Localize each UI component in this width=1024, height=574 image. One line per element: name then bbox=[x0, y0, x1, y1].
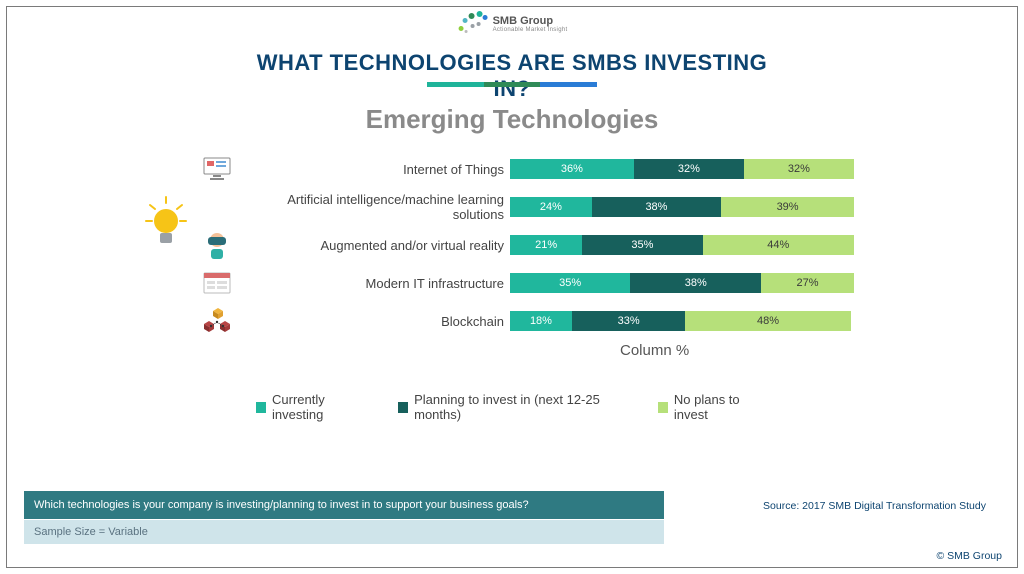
page-title: WHAT TECHNOLOGIES ARE SMBS INVESTING IN? bbox=[256, 50, 768, 102]
copyright: © SMB Group bbox=[936, 550, 1002, 562]
bar-segment-planning: 38% bbox=[630, 273, 761, 293]
bar-segment-noplans: 32% bbox=[744, 159, 854, 179]
bar-segment-planning: 38% bbox=[592, 197, 721, 217]
chart-row: Blockchain18%33%48% bbox=[200, 304, 860, 338]
row-label: Modern IT infrastructure bbox=[238, 276, 510, 291]
chart-row: Artificial intelligence/machine learning… bbox=[200, 190, 860, 224]
blocks-icon bbox=[200, 306, 234, 336]
legend-item: Currently investing bbox=[256, 392, 370, 422]
axis-label: Column % bbox=[620, 342, 689, 359]
title-underline bbox=[427, 82, 597, 87]
bar-segment-currently: 35% bbox=[510, 273, 630, 293]
row-label: Artificial intelligence/machine learning… bbox=[238, 192, 510, 222]
server-icon bbox=[200, 268, 234, 298]
row-bar: 21%35%44% bbox=[510, 235, 854, 255]
chart-legend: Currently investing Planning to invest in… bbox=[256, 392, 768, 422]
chart-row: Augmented and/or virtual reality21%35%44… bbox=[200, 228, 860, 262]
monitor-icon bbox=[200, 154, 234, 184]
bar-segment-currently: 36% bbox=[510, 159, 634, 179]
vr-icon bbox=[200, 230, 234, 260]
chart-row: Internet of Things36%32%32% bbox=[200, 152, 860, 186]
bar-segment-currently: 24% bbox=[510, 197, 592, 217]
bar-segment-noplans: 44% bbox=[703, 235, 854, 255]
chart-row: Modern IT infrastructure35%38%27% bbox=[200, 266, 860, 300]
brand-tagline: Actionable Market Insight bbox=[493, 27, 568, 33]
bar-segment-currently: 21% bbox=[510, 235, 582, 255]
legend-swatch bbox=[256, 402, 266, 413]
question-text: Which technologies is your company is in… bbox=[34, 499, 529, 511]
emerging-tech-chart: Internet of Things36%32%32%Artificial in… bbox=[200, 152, 860, 342]
brand-logo: SMB Group Actionable Market Insight bbox=[457, 10, 568, 38]
bar-segment-noplans: 48% bbox=[685, 311, 850, 331]
bar-segment-noplans: 27% bbox=[761, 273, 854, 293]
subtitle: Emerging Technologies bbox=[366, 104, 659, 135]
row-bar: 35%38%27% bbox=[510, 273, 854, 293]
lightbulb-icon bbox=[144, 195, 188, 249]
row-label: Augmented and/or virtual reality bbox=[238, 238, 510, 253]
row-bar: 36%32%32% bbox=[510, 159, 854, 179]
legend-swatch bbox=[658, 402, 668, 413]
row-label: Blockchain bbox=[238, 314, 510, 329]
question-bar: Which technologies is your company is in… bbox=[24, 491, 664, 519]
legend-label: Planning to invest in (next 12-25 months… bbox=[414, 392, 630, 422]
bar-segment-planning: 33% bbox=[572, 311, 686, 331]
row-label: Internet of Things bbox=[238, 162, 510, 177]
bar-segment-noplans: 39% bbox=[721, 197, 854, 217]
bar-segment-planning: 35% bbox=[582, 235, 702, 255]
legend-item: Planning to invest in (next 12-25 months… bbox=[398, 392, 630, 422]
bar-segment-planning: 32% bbox=[634, 159, 744, 179]
row-bar: 18%33%48% bbox=[510, 311, 854, 331]
sample-bar: Sample Size = Variable bbox=[24, 520, 664, 544]
brand-name: SMB Group bbox=[493, 15, 568, 27]
legend-item: No plans to invest bbox=[658, 392, 768, 422]
legend-label: No plans to invest bbox=[674, 392, 768, 422]
bar-segment-currently: 18% bbox=[510, 311, 572, 331]
row-bar: 24%38%39% bbox=[510, 197, 854, 217]
ai-icon bbox=[200, 192, 234, 222]
legend-label: Currently investing bbox=[272, 392, 370, 422]
legend-swatch bbox=[398, 402, 408, 413]
logo-mark-icon bbox=[457, 10, 489, 38]
source-citation: Source: 2017 SMB Digital Transformation … bbox=[763, 500, 986, 512]
sample-text: Sample Size = Variable bbox=[34, 526, 148, 538]
